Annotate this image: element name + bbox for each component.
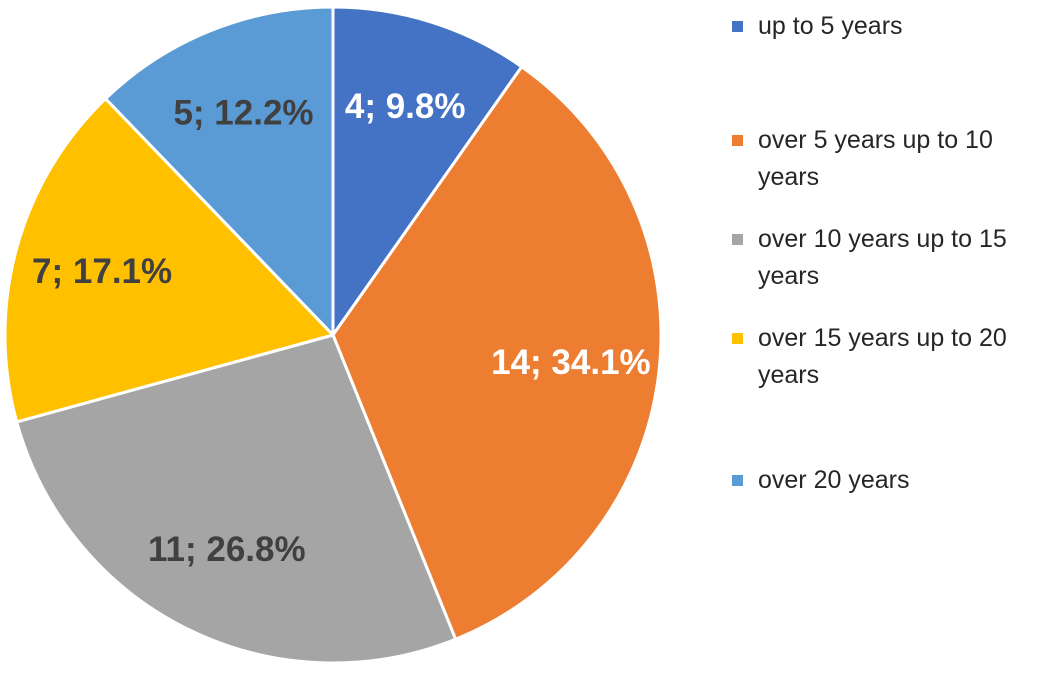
- pie-slice-1: [331, 5, 524, 337]
- legend-label: over 5 years up to 10 years: [758, 126, 993, 191]
- pie-slices: [3, 5, 663, 665]
- data-label-3: 11; 26.8%: [148, 530, 306, 569]
- pie-slice-2: [331, 65, 663, 641]
- legend-label: over 10 years up to 15 years: [758, 225, 1007, 290]
- pie-chart-plot: 4; 9.8% 14; 34.1% 11; 26.8% 7; 17.1% 5; 12.2…: [3, 5, 663, 665]
- pie-slice-4: [3, 97, 335, 424]
- data-label-2: 14; 34.1%: [491, 343, 651, 382]
- legend-swatch: [732, 234, 743, 245]
- legend-label: up to 5 years: [758, 12, 903, 40]
- pie-data-labels: 4; 9.8% 14; 34.1% 11; 26.8% 7; 17.1% 5; 12.2…: [32, 87, 651, 569]
- data-label-5: 5; 12.2%: [173, 93, 313, 132]
- data-label-1: 4; 9.8%: [345, 87, 466, 126]
- legend-swatch: [732, 333, 743, 344]
- legend-swatch: [732, 21, 743, 32]
- pie-slice-5: [104, 5, 335, 337]
- legend-label: over 20 years: [758, 466, 910, 494]
- pie-slice-3: [15, 333, 458, 665]
- legend-swatch: [732, 475, 743, 486]
- legend-label: over 15 years up to 20 years: [758, 324, 1007, 389]
- data-label-4: 7; 17.1%: [32, 252, 172, 291]
- legend-swatch: [732, 135, 743, 146]
